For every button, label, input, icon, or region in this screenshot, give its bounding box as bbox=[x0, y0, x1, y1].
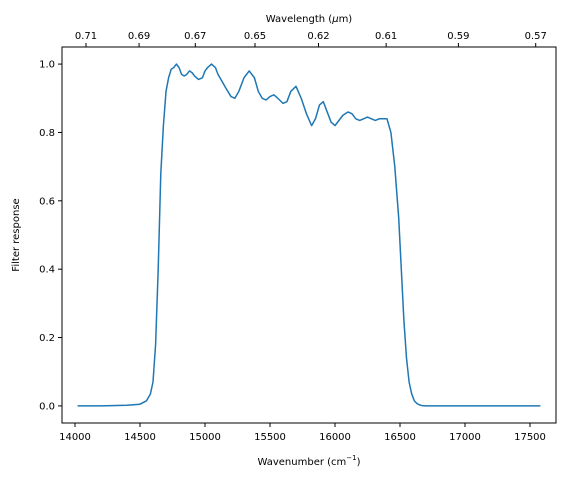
top-tick-label: 0.61 bbox=[375, 31, 397, 42]
top-tick-label: 0.62 bbox=[307, 31, 329, 42]
x-axis-title-main: Wavenumber (cm bbox=[257, 457, 346, 468]
plot-frame bbox=[61, 46, 557, 424]
top-axis-title: Wavelength (μm) bbox=[266, 14, 353, 25]
top-tick-label: 0.67 bbox=[184, 31, 206, 42]
top-tick-label: 0.57 bbox=[525, 31, 547, 42]
x-axis-title-suffix: ) bbox=[357, 457, 361, 468]
y-tick-label: 0.4 bbox=[39, 265, 55, 276]
plot-area bbox=[77, 63, 541, 407]
x-tick-label: 17500 bbox=[514, 432, 546, 443]
x-tick-label: 15500 bbox=[254, 432, 286, 443]
y-tick-label: 0.8 bbox=[39, 128, 55, 139]
x-tick-label: 15000 bbox=[189, 432, 221, 443]
x-tick-label: 14500 bbox=[124, 432, 156, 443]
y-axis-title: Filter response bbox=[11, 198, 22, 271]
x-axis-title-sup: −1 bbox=[346, 454, 356, 462]
x-axis-title: Wavenumber (cm−1) bbox=[257, 454, 360, 468]
axes: 14000 14500 15000 15500 16000 16500 17000 17500… bbox=[39, 31, 547, 443]
x-tick-label: 17000 bbox=[449, 432, 481, 443]
top-axis-title-suffix: m) bbox=[339, 14, 353, 25]
top-tick-label: 0.71 bbox=[75, 31, 97, 42]
y-tick-label: 0.0 bbox=[39, 401, 55, 412]
x-tick-label: 16500 bbox=[384, 432, 416, 443]
y-tick-label: 0.6 bbox=[39, 196, 55, 207]
x-tick-label: 16000 bbox=[319, 432, 351, 443]
filter-response-line bbox=[77, 63, 541, 407]
y-tick-label: 1.0 bbox=[39, 60, 55, 71]
y-tick-label: 0.2 bbox=[39, 333, 55, 344]
x-tick-label: 14000 bbox=[59, 432, 91, 443]
top-tick-label: 0.59 bbox=[447, 31, 469, 42]
top-tick-label: 0.69 bbox=[128, 31, 150, 42]
top-axis-title-main: Wavelength ( bbox=[266, 14, 333, 25]
y-axis-title-main: Filter response bbox=[11, 198, 22, 271]
top-axis-title-mu: μ bbox=[331, 14, 338, 25]
top-tick-label: 0.65 bbox=[244, 31, 266, 42]
